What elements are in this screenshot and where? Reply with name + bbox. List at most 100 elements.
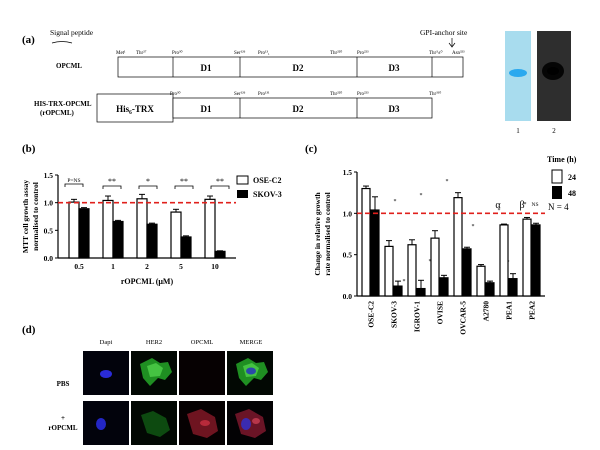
bar-ose-c2 (102, 199, 114, 259)
bar-24 (430, 237, 440, 297)
bar-ose-c2 (68, 201, 80, 259)
signal-peptide-label: Signal peptide (50, 28, 94, 37)
column-label-merge: MERGE (240, 339, 263, 346)
domain-d3-label: D3 (389, 104, 400, 114)
bar-48 (393, 285, 403, 297)
beta-annotation: β (519, 200, 524, 211)
star-mark: * (420, 193, 423, 199)
bar-48 (439, 277, 449, 297)
legend-label-24h: 24 (568, 173, 576, 182)
legend-title: Time (h) (547, 155, 577, 164)
legend-swatch-ose-c2 (236, 175, 249, 185)
bar-ose-c2 (204, 198, 216, 259)
x-axis-label: rOPCML (μM) (121, 277, 174, 286)
significance-bracket (102, 185, 122, 189)
legend-c: Time (h) 24 48 N = 4 (547, 155, 577, 212)
row-label-plus: + (61, 414, 65, 422)
y-tick-label: 1.5 (44, 171, 54, 180)
residue-label: Pro²²³ (357, 50, 369, 56)
x-tick-label: 10 (211, 262, 219, 271)
residue-label: Met¹ (116, 50, 126, 56)
significance-label: P=NS (67, 178, 80, 184)
micrograph-pbs-opcml (179, 351, 225, 395)
star-mark: * (446, 179, 449, 185)
n-label: N = 4 (548, 202, 569, 212)
signal-peptide-bracket (51, 41, 73, 44)
domain-d3-label: D3 (389, 63, 400, 73)
ropcml-residue-labels: Pro³⁰ Ser¹²⁶ Pro¹³¹ Thr²²⁰ Pro²²³ Thr³¹⁰ (170, 91, 441, 97)
x-tick-label: IGROV-1 (413, 301, 422, 332)
y-axis-label: MTT cell growth assay (21, 180, 30, 254)
chart-c: * * * * * * * * * * * * * * α β NS 0.00.… (313, 168, 545, 335)
bar-24 (407, 244, 417, 297)
residue-label: Thr³¹⁰ (429, 91, 441, 97)
column-label-dapi: Dapi (100, 339, 113, 346)
legend-swatch-skov-3 (237, 190, 248, 198)
bar-48 (508, 278, 518, 297)
residue-label: Thr²²⁰ (330, 50, 342, 56)
micrograph-ropcml-merge (227, 401, 273, 445)
y-tick-label: 1.0 (44, 199, 54, 208)
bar-48 (462, 248, 472, 297)
gpi-arrow-icon (448, 38, 456, 48)
bar-24 (499, 224, 509, 297)
gel-lane-2-band-core (547, 67, 559, 75)
residue-label: Ser¹²⁶ (234, 50, 246, 56)
gpi-anchor-label: GPI-anchor site (420, 28, 468, 37)
panel-d: (d) Dapi HER2 OPCML MERGE PBS + rOPCML (22, 324, 273, 445)
star-mark: * (524, 202, 527, 208)
panel-c: (c) * * * * * * * * * * * * * * α β NS 0 (305, 143, 577, 335)
residue-label: Thr³±⁰ (429, 50, 442, 56)
panel-d-label: (d) (22, 324, 36, 336)
row-label-pbs: PBS (57, 380, 70, 388)
y-axis-label: Change in relative growth (313, 192, 322, 276)
x-tick-label: PEA2 (528, 301, 537, 320)
his-trx-opcml-construct: His₆-TRX D1 D2 D3 (96, 93, 433, 123)
legend-label-ose-c2: OSE-C2 (253, 176, 281, 185)
opcml-row-label: OPCML (56, 62, 82, 70)
bar-ose-c2 (136, 198, 148, 259)
residue-label: Pro¹³₁ (258, 50, 270, 56)
significance-bracket (174, 185, 194, 189)
residue-label: Asn³²³ (452, 50, 465, 56)
bar-24 (476, 265, 486, 297)
chart-b: P=NS ** * ** ** 0.0 0.5 1.0 1.5 MTT cell gro… (21, 171, 236, 286)
x-tick-label: OVCAR-5 (459, 301, 468, 335)
panel-b-label: (b) (22, 143, 36, 155)
star-mark: * (472, 224, 475, 230)
micrograph-pbs-dapi (83, 351, 129, 395)
x-tick-label: OVISE (436, 301, 445, 324)
domain-d1-label: D1 (201, 63, 212, 73)
gel-lane-2-label: 2 (552, 127, 556, 135)
residue-label: Ser¹²⁶ (234, 91, 246, 97)
gel-lane-1-label: 1 (516, 127, 520, 135)
row-label-ropcml: rOPCML (48, 424, 77, 432)
significance-bracket (138, 185, 158, 189)
residue-label: Pro³⁰ (172, 50, 182, 56)
y-tick-label: 0.5 (44, 226, 54, 235)
micrograph-pbs-merge (227, 351, 273, 395)
residue-label: Pro³⁰ (170, 91, 180, 97)
legend-swatch-48h (552, 186, 562, 199)
bar-48 (416, 287, 426, 297)
domain-d1-label: D1 (201, 104, 212, 114)
gel-images: 1 2 (505, 31, 571, 135)
x-tick-label: 2 (145, 262, 149, 271)
alpha-annotation: α (495, 200, 501, 211)
star-mark: * (403, 279, 406, 285)
ns-annotation: NS (531, 202, 538, 208)
his-trx-opcml-row-label: HIS-TRX-OPCML (34, 100, 92, 108)
y-axis-label: rate normalised to control (323, 192, 332, 275)
x-tick-label: 1 (111, 262, 115, 271)
bar-24 (361, 187, 371, 297)
star-mark: * (394, 199, 397, 205)
residue-label: Thr²⁷ (136, 50, 147, 56)
gel-lane-1-band (509, 69, 527, 77)
column-label-opcml: OPCML (191, 339, 213, 346)
star-mark: * (429, 259, 432, 265)
y-tick-label: 0.0 (343, 292, 353, 301)
legend-label-skov-3: SKOV-3 (253, 190, 282, 199)
y-tick-label: 1.5 (343, 168, 353, 177)
ropcml-row-label: (rOPCML) (40, 109, 74, 117)
panel-c-label: (c) (305, 143, 318, 155)
